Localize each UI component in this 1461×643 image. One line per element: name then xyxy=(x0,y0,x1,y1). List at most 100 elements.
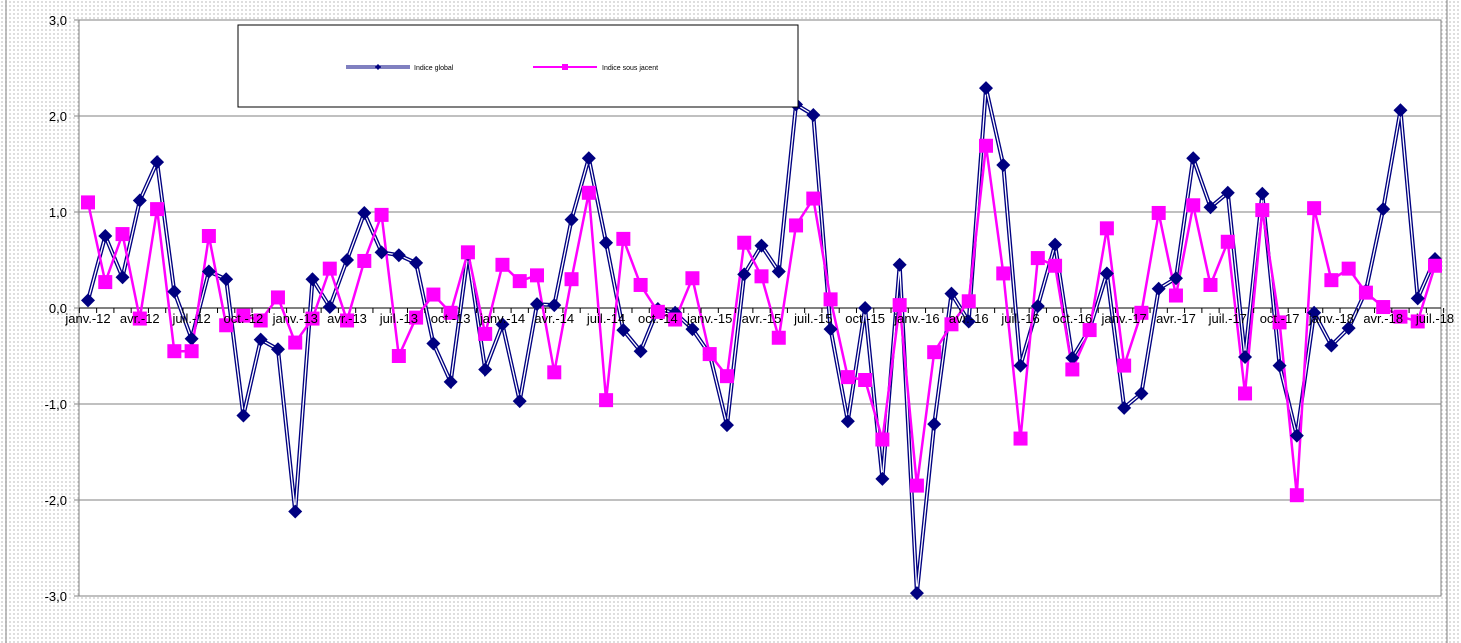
data-point-indice-sous-jacent xyxy=(1307,201,1322,216)
data-point-indice-global xyxy=(409,255,424,270)
data-point-indice-sous-jacent xyxy=(236,308,251,323)
data-point-indice-global xyxy=(909,586,924,601)
data-point-indice-sous-jacent xyxy=(374,207,389,222)
data-point-indice-global xyxy=(98,229,113,243)
data-point-indice-global xyxy=(1151,281,1166,296)
data-point-indice-global xyxy=(979,81,993,96)
data-point-indice-sous-jacent xyxy=(858,373,873,387)
data-point-indice-sous-jacent xyxy=(305,311,320,326)
legend-marker-diamond-icon xyxy=(375,64,381,70)
x-tick-label: avr.-12 xyxy=(120,311,160,326)
data-point-indice-sous-jacent xyxy=(668,312,683,327)
data-point-indice-global xyxy=(1186,151,1201,166)
x-tick-label: oct.-17 xyxy=(1260,311,1300,326)
data-point-indice-global xyxy=(685,322,700,337)
data-point-indice-sous-jacent xyxy=(650,304,665,319)
data-point-indice-sous-jacent xyxy=(184,344,199,359)
data-point-indice-sous-jacent xyxy=(253,313,268,328)
data-point-indice-global xyxy=(858,301,873,315)
data-point-indice-global xyxy=(892,257,907,272)
data-point-indice-global xyxy=(1065,350,1080,365)
data-point-indice-global xyxy=(132,193,147,208)
data-point-indice-global xyxy=(530,297,544,312)
data-point-indice-global xyxy=(1410,291,1425,306)
data-point-indice-sous-jacent xyxy=(616,231,631,246)
data-point-indice-global xyxy=(270,342,285,357)
gridlines xyxy=(79,19,1441,597)
data-point-indice-sous-jacent xyxy=(806,191,821,206)
x-tick-label: oct.-14 xyxy=(638,311,678,326)
data-point-indice-sous-jacent xyxy=(1099,221,1114,236)
data-point-indice-global xyxy=(1134,386,1149,401)
data-point-indice-sous-jacent xyxy=(201,229,216,243)
data-point-indice-global xyxy=(1255,186,1270,201)
data-point-indice-sous-jacent xyxy=(581,185,596,200)
data-point-indice-sous-jacent xyxy=(1255,203,1270,218)
x-tick-label: avr.-15 xyxy=(742,311,782,326)
data-point-indice-global xyxy=(478,362,493,377)
x-tick-label: janv.-18 xyxy=(1308,311,1354,326)
data-point-indice-sous-jacent xyxy=(996,266,1011,281)
data-point-indice-sous-jacent xyxy=(719,369,734,384)
x-tick-label: oct.-13 xyxy=(431,311,471,326)
x-tick-label: janv.-15 xyxy=(686,311,732,326)
data-point-indice-sous-jacent xyxy=(98,275,113,290)
x-tick-label: juil.-13 xyxy=(379,311,418,326)
data-point-indice-global xyxy=(547,298,562,313)
x-tick-label: janv.-13 xyxy=(272,311,318,326)
y-tick-label: 0,0 xyxy=(49,301,67,316)
data-point-indice-sous-jacent xyxy=(927,345,942,360)
data-point-indice-global xyxy=(616,323,631,338)
x-tick-label: juil.-12 xyxy=(171,311,210,326)
data-point-indice-sous-jacent xyxy=(1030,251,1045,266)
data-point-indice-global xyxy=(253,332,268,347)
data-point-indice-sous-jacent xyxy=(1272,315,1287,330)
data-point-indice-sous-jacent xyxy=(979,138,993,153)
data-point-indice-sous-jacent xyxy=(1048,258,1063,273)
data-point-indice-sous-jacent xyxy=(81,195,95,210)
data-point-indice-global xyxy=(512,394,527,409)
data-point-indice-sous-jacent xyxy=(132,311,147,326)
data-point-indice-global xyxy=(236,408,251,423)
data-point-indice-sous-jacent xyxy=(391,349,406,363)
data-point-indice-sous-jacent xyxy=(357,253,372,268)
data-point-indice-global xyxy=(633,344,648,359)
legend-marker-square-icon xyxy=(562,64,568,70)
data-point-indice-global xyxy=(1341,321,1356,336)
data-point-indice-sous-jacent xyxy=(478,326,493,341)
data-point-indice-sous-jacent xyxy=(771,330,786,345)
data-point-indice-global xyxy=(875,471,890,486)
data-point-indice-sous-jacent xyxy=(530,268,544,283)
x-tick-label: avr.-18 xyxy=(1363,311,1403,326)
data-point-indice-sous-jacent xyxy=(1428,258,1442,273)
data-point-indice-sous-jacent xyxy=(599,393,614,408)
x-tick-label: oct.-12 xyxy=(224,311,264,326)
data-point-indice-global xyxy=(150,155,165,170)
data-point-indice-sous-jacent xyxy=(512,274,527,289)
data-point-indice-sous-jacent xyxy=(944,317,959,332)
data-point-indice-global xyxy=(81,293,95,308)
data-point-indice-sous-jacent xyxy=(1151,205,1166,220)
data-point-indice-sous-jacent xyxy=(892,298,907,313)
data-point-indice-sous-jacent xyxy=(823,292,838,307)
y-tick-label: 1,0 xyxy=(49,205,67,220)
data-point-indice-sous-jacent xyxy=(340,313,355,328)
data-point-indice-global xyxy=(1289,428,1304,443)
x-tick-label: avr.-13 xyxy=(327,311,367,326)
data-point-indice-global xyxy=(374,245,389,260)
data-point-indice-global xyxy=(564,212,579,227)
data-point-indice-global xyxy=(1013,358,1028,373)
data-point-indice-global xyxy=(581,151,596,166)
x-tick-label: avr.-17 xyxy=(1156,311,1196,326)
data-point-indice-sous-jacent xyxy=(495,257,510,272)
data-point-indice-global xyxy=(754,238,769,253)
x-tick-label: juil.-17 xyxy=(1208,311,1247,326)
data-point-indice-sous-jacent xyxy=(1134,305,1149,320)
data-point-indice-sous-jacent xyxy=(322,261,337,276)
data-point-indice-sous-jacent xyxy=(1341,261,1356,276)
data-point-indice-global xyxy=(495,317,510,332)
data-point-indice-sous-jacent xyxy=(1065,362,1080,377)
data-point-indice-sous-jacent xyxy=(460,245,475,260)
data-point-indice-global xyxy=(1168,271,1183,286)
